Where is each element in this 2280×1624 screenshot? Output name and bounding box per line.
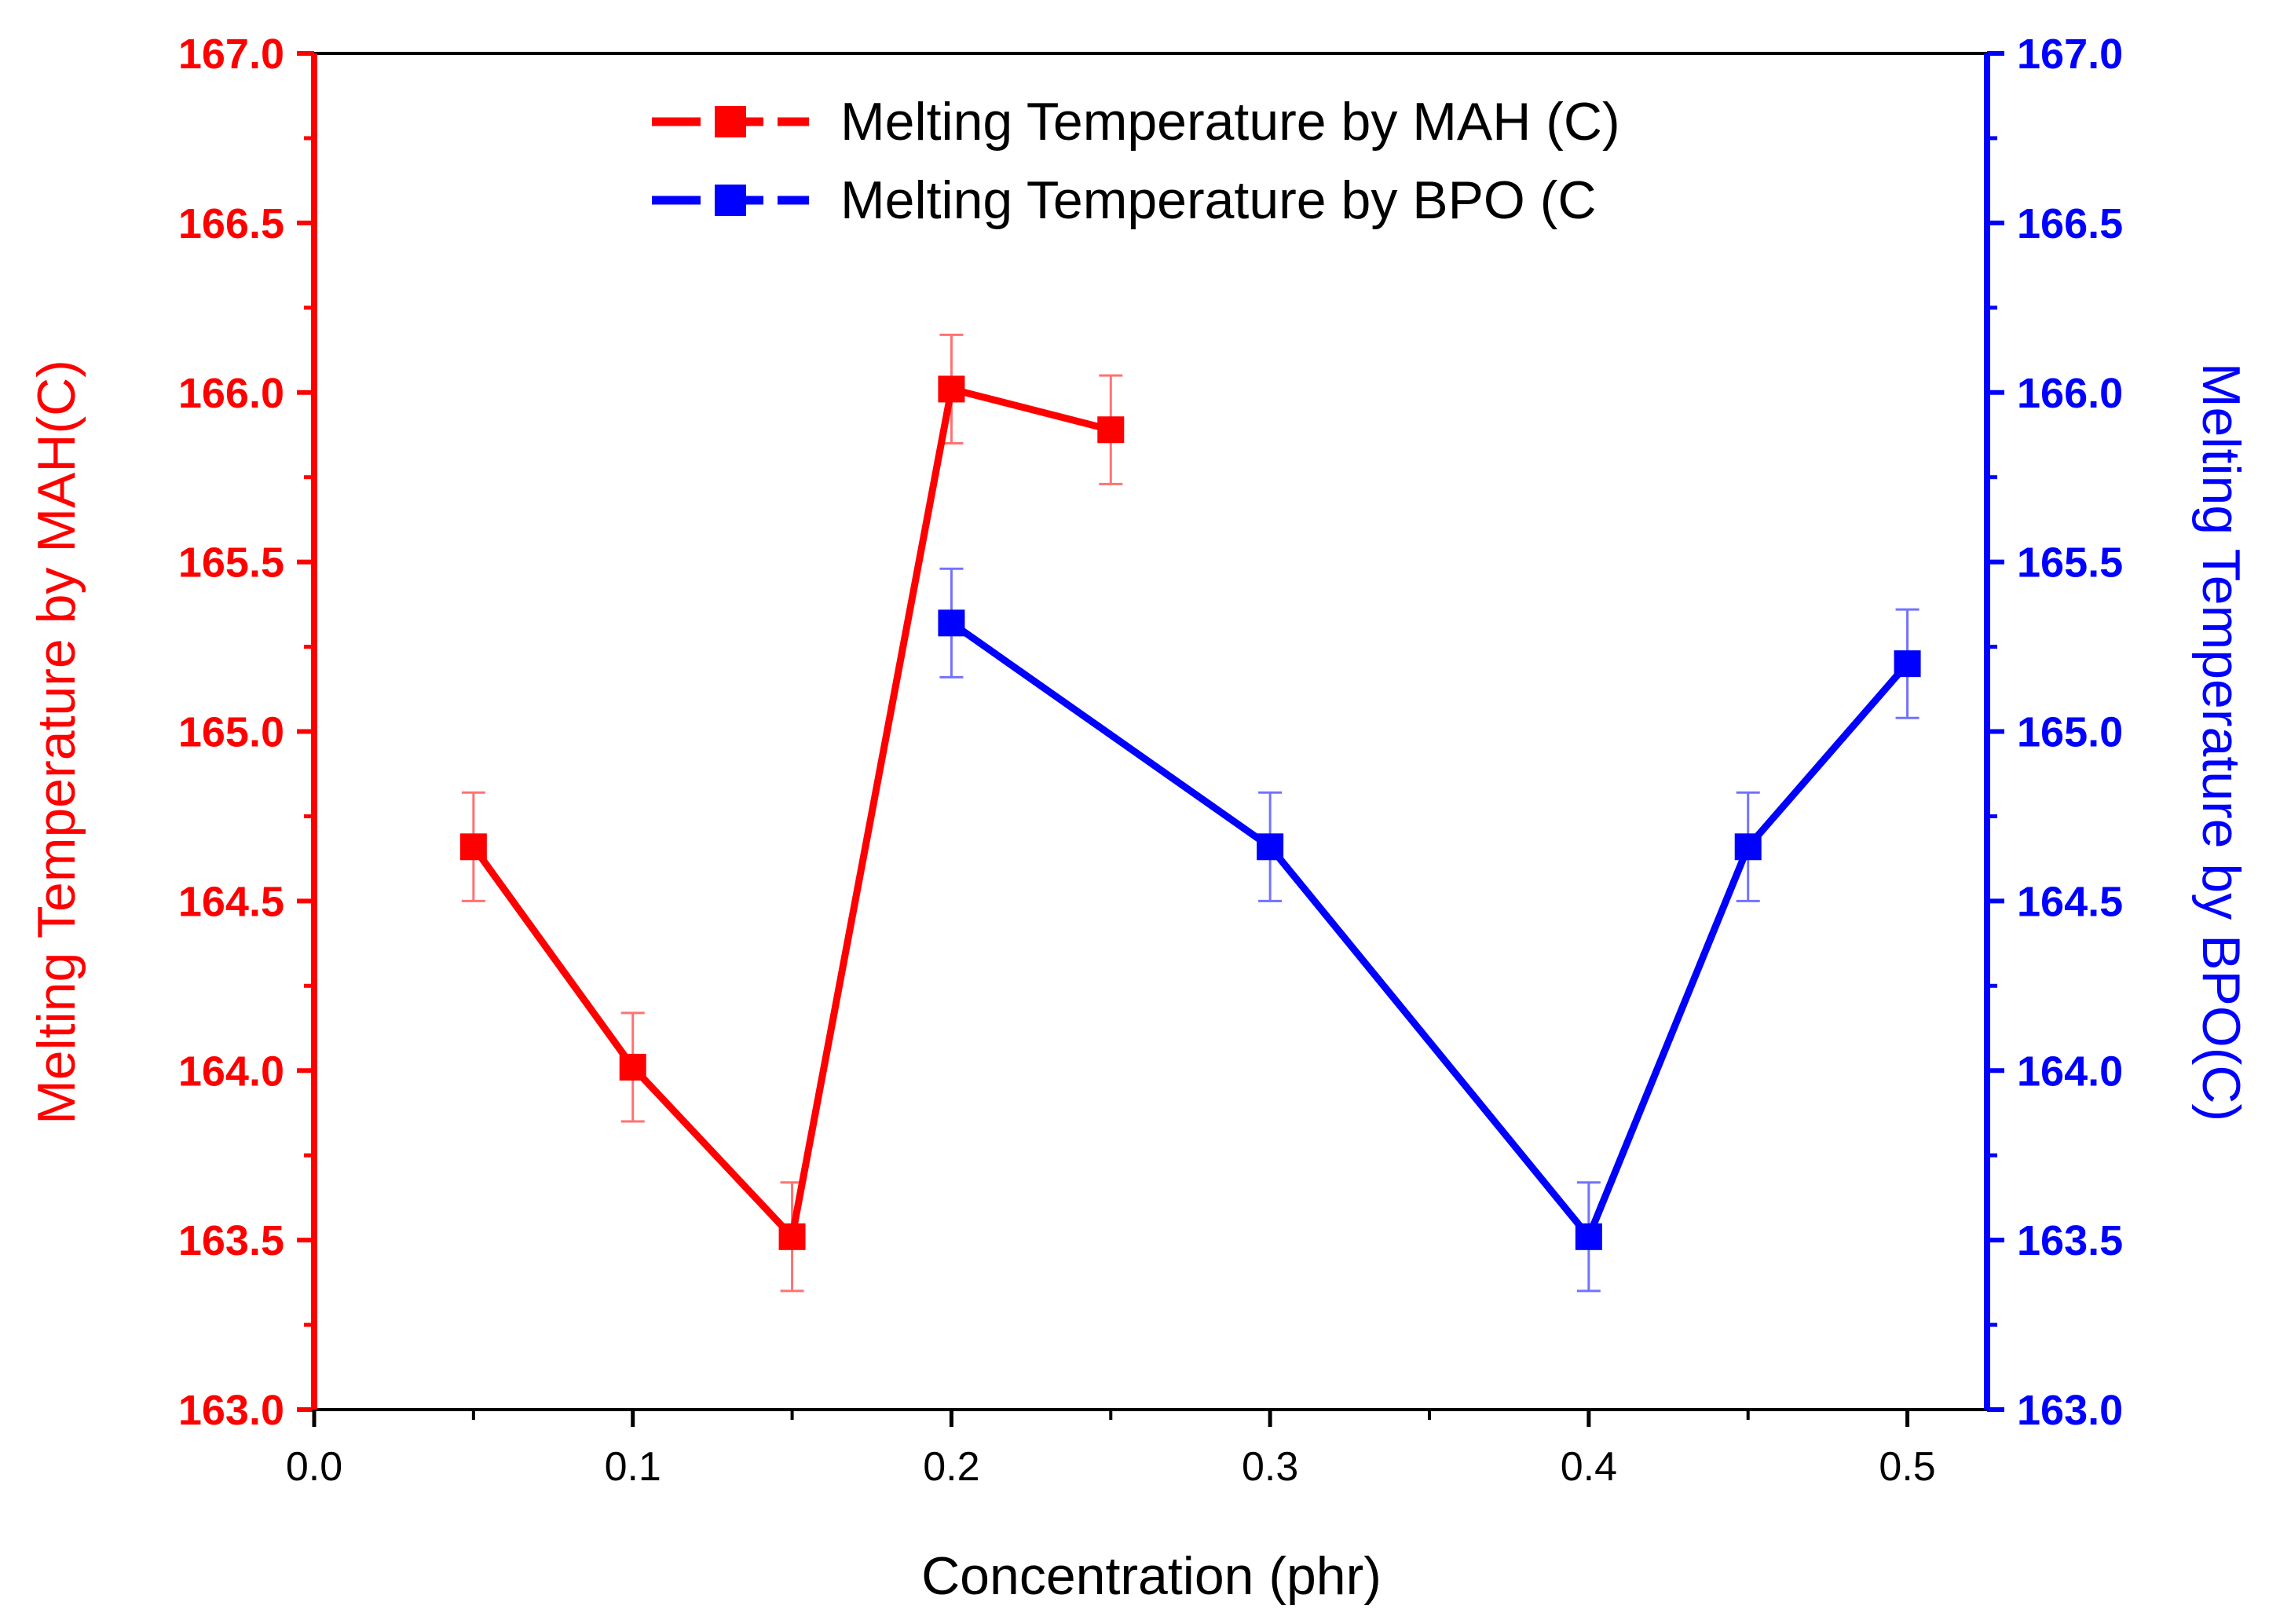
y-axis-label-right: Melting Temperature by BPO(C) xyxy=(2191,363,2251,1121)
plot-frame xyxy=(314,52,1987,1411)
legend-item-bpo: Melting Temperature by BPO (C xyxy=(652,170,1596,230)
legend-marker-bpo xyxy=(715,185,746,216)
y-right-tick-label: 163.0 xyxy=(2017,1387,2123,1434)
x-tick-label: 0.0 xyxy=(286,1444,342,1490)
legend-item-mah: Melting Temperature by MAH (C) xyxy=(652,92,1620,152)
y-right-tick-label: 165.5 xyxy=(2017,540,2123,587)
y-left-tick-label: 167.0 xyxy=(178,31,284,78)
y-right-tick-label: 164.0 xyxy=(2017,1048,2123,1095)
legend: Melting Temperature by MAH (C) Melting T… xyxy=(652,92,1620,230)
x-tick-label: 0.5 xyxy=(1879,1444,1935,1490)
data-point-mah xyxy=(459,833,487,861)
axes-layer xyxy=(311,53,1990,1410)
legend-label-mah: Melting Temperature by MAH (C) xyxy=(840,92,1620,152)
data-point-mah xyxy=(619,1053,646,1081)
y-right-tick-label: 167.0 xyxy=(2017,31,2123,78)
series-line-mah xyxy=(470,385,1112,1241)
x-axis-label: Concentration (phr) xyxy=(921,1546,1382,1606)
y-left-tick-label: 163.5 xyxy=(178,1217,284,1264)
y-left-tick-label: 165.0 xyxy=(178,709,284,756)
data-point-bpo xyxy=(938,609,965,637)
y-left-tick-label: 164.5 xyxy=(178,878,284,925)
data-point-bpo xyxy=(1734,833,1762,861)
data-point-bpo xyxy=(1575,1223,1602,1250)
x-tick-label: 0.1 xyxy=(605,1444,661,1490)
y-left-tick-label: 166.5 xyxy=(178,200,284,247)
y-left-tick-label: 165.5 xyxy=(178,540,284,587)
series-mah xyxy=(459,333,1125,1293)
y-right-tick-label: 163.5 xyxy=(2017,1217,2123,1264)
series-layer xyxy=(459,333,1921,1293)
legend-label-bpo: Melting Temperature by BPO (C xyxy=(840,170,1596,230)
data-point-bpo xyxy=(1257,833,1284,861)
data-point-mah xyxy=(1097,416,1125,444)
data-point-bpo xyxy=(1894,650,1921,678)
y-right-tick-label: 165.0 xyxy=(2017,709,2123,756)
legend-marker-mah xyxy=(715,106,746,137)
data-point-mah xyxy=(938,375,965,403)
y-left-tick-label: 164.0 xyxy=(178,1048,284,1095)
y-right-tick-label: 166.0 xyxy=(2017,370,2123,417)
x-tick-label: 0.3 xyxy=(1242,1444,1298,1490)
ticks-layer: 163.0 163.0 163.5 163.5 164.0 164.0 164.5 164.5… xyxy=(178,31,2123,1490)
y-right-tick-label: 166.5 xyxy=(2017,200,2123,247)
y-axis-label-left: Melting Temperature by MAH(C) xyxy=(27,360,86,1125)
y-right-tick-label: 164.5 xyxy=(2017,878,2123,925)
x-tick-label: 0.4 xyxy=(1561,1444,1617,1490)
data-point-mah xyxy=(778,1223,806,1250)
y-left-tick-label: 163.0 xyxy=(178,1387,284,1434)
y-left-tick-label: 166.0 xyxy=(178,370,284,417)
series-bpo xyxy=(938,567,1921,1293)
series-line-bpo xyxy=(949,620,1910,1241)
x-tick-label: 0.2 xyxy=(923,1444,979,1490)
